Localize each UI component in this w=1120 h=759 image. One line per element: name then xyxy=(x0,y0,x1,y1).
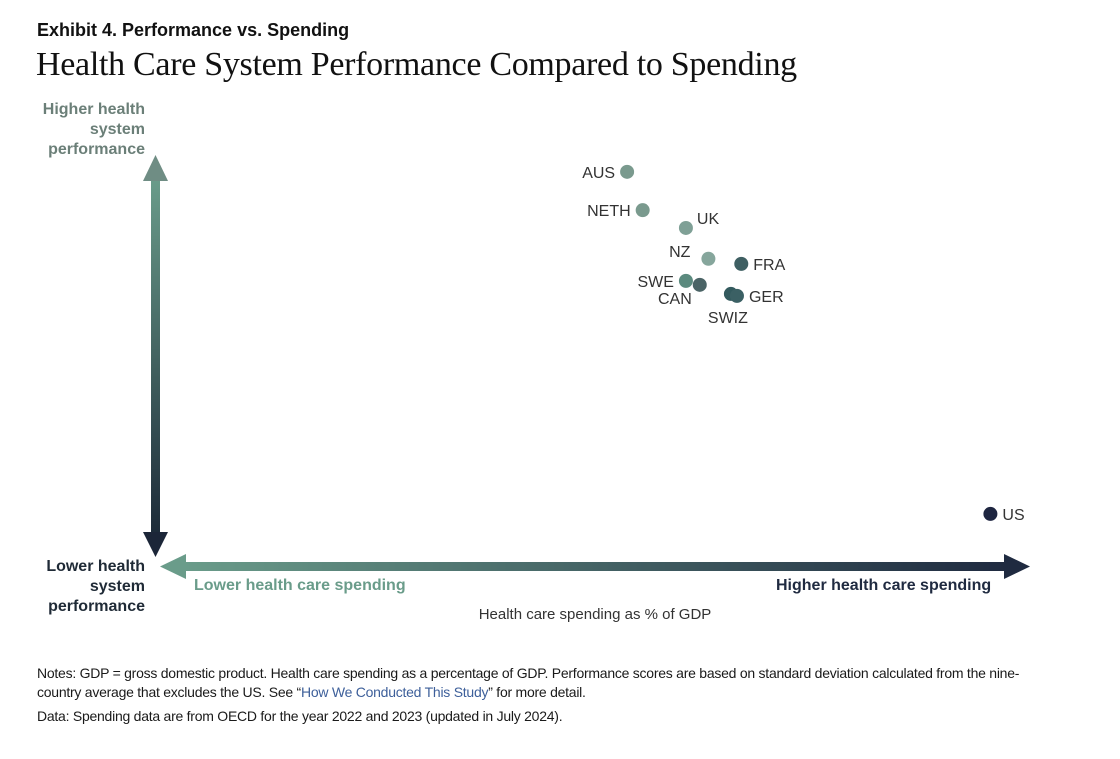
data-label-can: CAN xyxy=(658,291,692,308)
data-label-fra: FRA xyxy=(753,257,785,274)
data-point-neth xyxy=(635,203,650,218)
x-axis-title: Health care spending as % of GDP xyxy=(478,606,712,623)
notes: Notes: GDP = gross domestic product. Hea… xyxy=(37,664,1047,731)
data-label-us: US xyxy=(1002,507,1024,524)
notes-text: Notes: GDP = gross domestic product. Hea… xyxy=(37,664,1047,702)
data-point-ger xyxy=(729,288,744,303)
x-axis-arrow xyxy=(160,554,1030,579)
x-axis-high-label: Higher health care spending xyxy=(776,577,992,594)
data-label-swiz: SWIZ xyxy=(708,310,748,327)
data-label-neth: NETH xyxy=(587,203,631,220)
data-point-swe xyxy=(678,273,693,288)
data-point-us xyxy=(983,506,998,521)
data-label-ger: GER xyxy=(749,289,784,306)
data-label-uk: UK xyxy=(697,211,720,228)
data-point-uk xyxy=(678,220,693,235)
data-point-nz xyxy=(701,251,716,266)
y-axis-high-label: Higher health system performance xyxy=(42,101,145,158)
notes-text-start: Notes: GDP = gross domestic product. Hea… xyxy=(37,665,1020,700)
data-source: Data: Spending data are from OECD for th… xyxy=(37,708,563,724)
data-point-can xyxy=(692,277,707,292)
data-label-nz: NZ xyxy=(669,244,691,261)
y-axis-arrow xyxy=(143,155,168,557)
x-axis-low-label: Lower health care spending xyxy=(194,577,406,594)
data-point-aus xyxy=(620,164,635,179)
data-label-aus: AUS xyxy=(582,165,615,182)
methodology-link[interactable]: How We Conducted This Study xyxy=(300,684,489,700)
chart-title: Health Care System Performance Compared … xyxy=(36,46,797,83)
data-label-swe: SWE xyxy=(637,274,673,291)
notes-text-end: ” for more detail. xyxy=(488,684,586,700)
y-axis-low-label: Lower health system performance xyxy=(46,558,145,615)
exhibit-label: Exhibit 4. Performance vs. Spending xyxy=(37,20,350,40)
data-point-fra xyxy=(734,256,749,271)
